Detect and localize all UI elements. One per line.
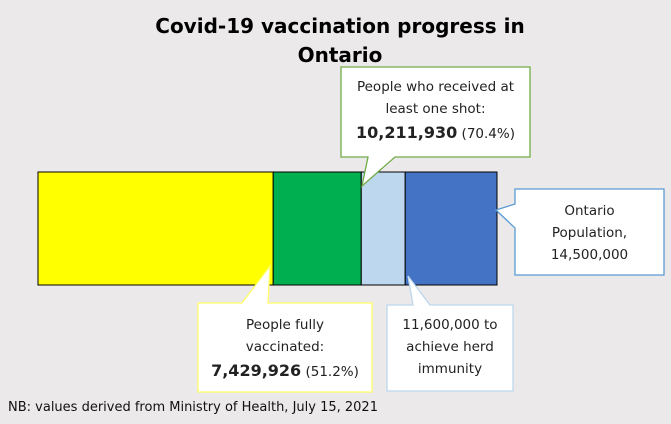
bar-segment-4 — [404, 171, 498, 286]
population-callout: Ontario Population, 14,500,000 — [515, 200, 664, 266]
callout-shapes — [197, 66, 665, 393]
herd-label-line2: achieve herd — [406, 339, 494, 355]
population-callout-box — [494, 188, 665, 276]
one-shot-label-line2: least one shot: — [385, 101, 486, 117]
population-label-line2: Population, — [551, 225, 628, 241]
population-label-line1: Ontario — [564, 203, 615, 219]
herd-label-line3: immunity — [417, 361, 483, 377]
one-shot-callout-box — [340, 66, 531, 188]
fully-callout: People fully vaccinated: 7,429,926 (51.2… — [198, 314, 372, 385]
herd-callout: 11,600,000 to achieve herd immunity — [387, 314, 513, 380]
fully-value: 7,429,926 — [211, 361, 302, 380]
fully-label-line1: People fully — [246, 317, 324, 333]
one-shot-callout: People who received at least one shot: 1… — [341, 76, 530, 147]
footnote: NB: values derived from Ministry of Heal… — [8, 400, 378, 415]
one-shot-pct: (70.4%) — [461, 126, 515, 142]
bar-segment-1 — [37, 171, 274, 286]
one-shot-value: 10,211,930 — [356, 123, 458, 142]
bar-segment-3 — [360, 171, 406, 286]
bar-segment-2 — [272, 171, 362, 286]
fully-value-line: 7,429,926 (51.2%) — [198, 358, 372, 385]
fully-callout-box — [197, 263, 373, 393]
stacked-bar — [37, 171, 498, 286]
one-shot-label-line1: People who received at — [356, 79, 515, 95]
one-shot-value-line: 10,211,930 (70.4%) — [341, 120, 530, 147]
herd-label-line1: 11,600,000 to — [402, 317, 498, 333]
fully-pct: (51.2%) — [305, 364, 359, 380]
population-label-line3: 14,500,000 — [550, 247, 629, 263]
fully-label-line2: vaccinated: — [245, 339, 325, 355]
herd-callout-box — [386, 275, 514, 392]
chart-title: Covid-19 vaccination progress in Ontario — [155, 14, 525, 67]
